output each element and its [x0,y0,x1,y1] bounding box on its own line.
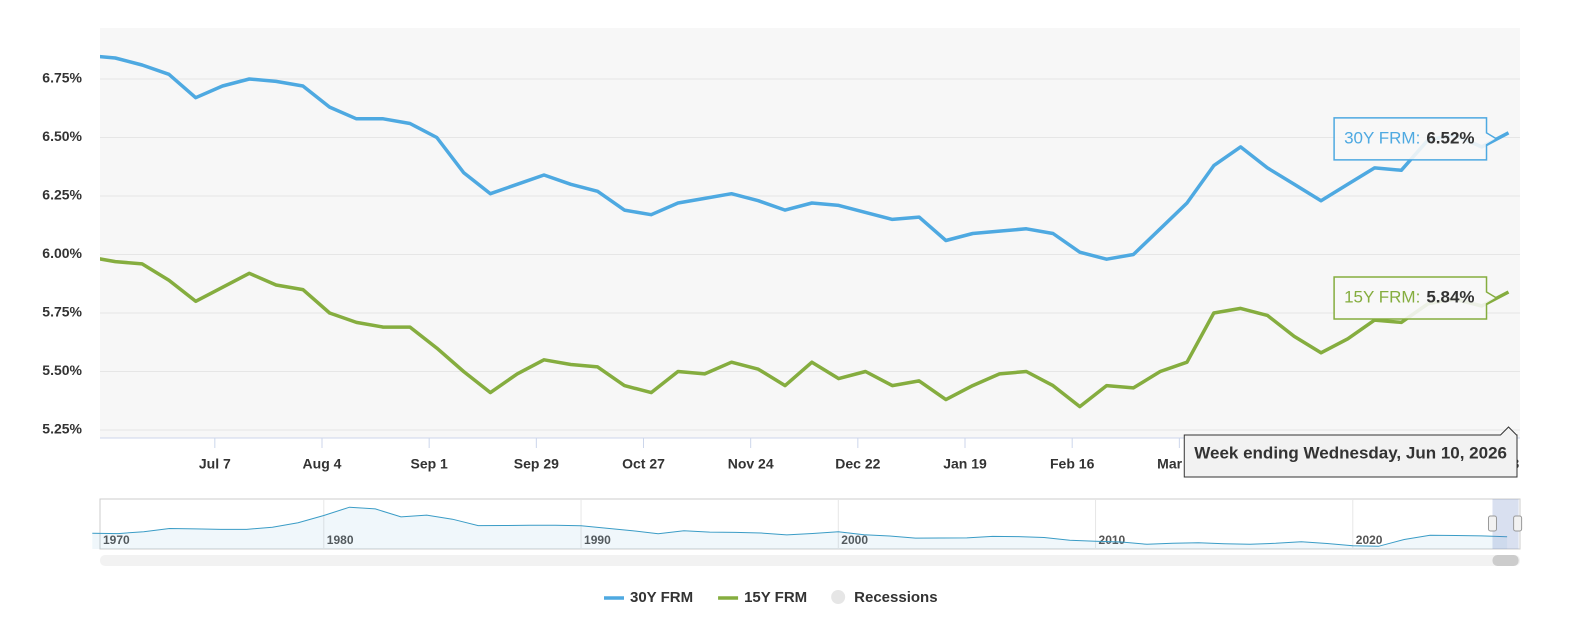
tooltip-box [1183,426,1518,478]
tooltip-name: 15Y FRM: [1344,287,1420,306]
x-tick-label: Oct 27 [622,456,665,472]
navigator-tick-label: 1980 [327,533,354,547]
series-line [100,54,1510,261]
legend-label[interactable]: Recessions [854,589,937,606]
tooltip-value: 6.52% [1426,128,1474,147]
navigator-tick-label: 1970 [103,533,130,547]
tooltip-box [1333,117,1498,161]
navigator-handle[interactable] [1513,515,1523,532]
navigator-line [92,506,1508,547]
x-tick-label: Nov 24 [728,456,774,472]
navigator-tick-label: 2000 [841,533,868,547]
x-tick-label: Sep 1 [410,456,448,472]
x-tick-label: Jan 19 [943,456,987,472]
x-tick-label: Jul 7 [199,456,231,472]
series-line [100,257,1510,409]
y-tick-label: 6.00% [42,245,82,261]
x-tick-label: Feb 16 [1050,456,1095,472]
y-tick-label: 6.50% [42,128,82,144]
tooltip-value: 5.84% [1426,287,1474,306]
legend-label[interactable]: 30Y FRM [630,589,693,606]
y-tick-label: 5.25% [42,421,82,437]
navigator-area [92,507,1508,549]
tooltip-box [1333,276,1498,320]
y-tick-label: 5.75% [42,304,82,320]
scrollbar-thumb[interactable] [1492,555,1519,566]
tooltip-name: 30Y FRM: [1344,128,1420,147]
scrollbar-track[interactable] [100,555,1520,566]
y-tick-label: 6.75% [42,70,82,86]
navigator-tick-label: 2010 [1099,533,1126,547]
navigator-frame [99,498,1521,550]
legend-symbol [831,590,846,604]
y-tick-label: 6.25% [42,187,82,203]
tooltip-date: Week ending Wednesday, Jun 10, 2026 [1194,443,1507,462]
plot-area [100,28,1520,438]
navigator-tick-label: 1990 [584,533,611,547]
legend-label[interactable]: 15Y FRM [744,589,807,606]
x-tick-label: Dec 22 [835,456,880,472]
navigator-handle[interactable] [1487,515,1497,532]
y-tick-label: 5.50% [42,362,82,378]
x-tick-label: Aug 4 [303,456,342,472]
x-tick-label: Sep 29 [514,456,559,472]
navigator-tick-label: 2020 [1356,533,1383,547]
